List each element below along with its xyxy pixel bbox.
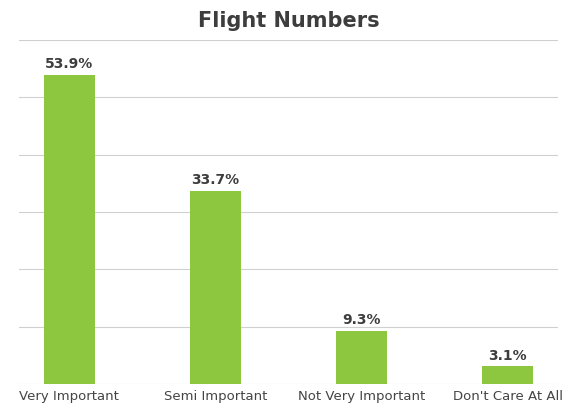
Bar — [336, 331, 387, 384]
Bar — [190, 191, 241, 384]
Bar — [44, 76, 95, 384]
Text: 53.9%: 53.9% — [45, 57, 93, 71]
Bar — [482, 366, 533, 384]
Title: Flight Numbers: Flight Numbers — [198, 11, 379, 31]
Text: 9.3%: 9.3% — [342, 312, 381, 326]
Text: 33.7%: 33.7% — [191, 173, 239, 187]
Text: 3.1%: 3.1% — [488, 348, 527, 362]
